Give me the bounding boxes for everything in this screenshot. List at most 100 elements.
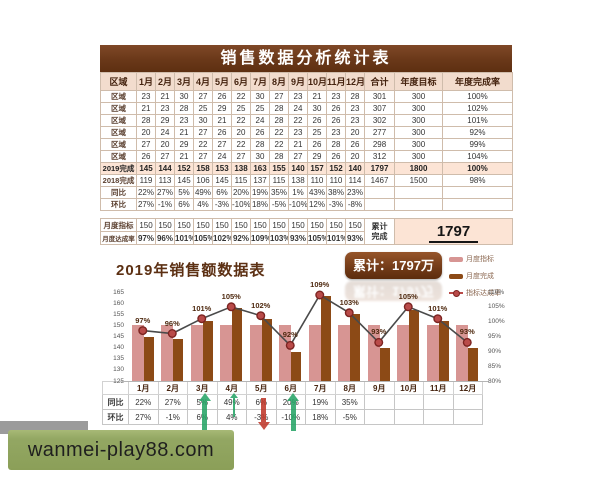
month-value-cell[interactable]: 35% — [269, 186, 289, 199]
month-value-cell[interactable]: 103% — [269, 231, 289, 245]
row-label[interactable]: 区域 — [100, 126, 137, 139]
target-cell[interactable]: 300 — [394, 138, 443, 151]
month-value-cell[interactable]: 21 — [174, 150, 194, 163]
month-value-cell[interactable]: 155 — [269, 162, 289, 175]
comparison-cell[interactable]: 35% — [334, 394, 365, 410]
month-value-cell[interactable]: 29 — [212, 102, 232, 115]
x-axis-label[interactable]: 2月 — [157, 381, 188, 395]
month-value-cell[interactable]: 20 — [345, 126, 365, 139]
month-value-cell[interactable]: 23 — [345, 102, 365, 115]
month-value-cell[interactable]: 150 — [155, 218, 175, 232]
month-value-cell[interactable]: 27 — [212, 138, 232, 151]
comparison-cell[interactable] — [364, 394, 395, 410]
rate-cell[interactable]: 104% — [442, 150, 513, 163]
month-value-cell[interactable]: 140 — [345, 162, 365, 175]
month-value-cell[interactable]: 20% — [231, 186, 251, 199]
month-value-cell[interactable]: 30 — [250, 90, 270, 103]
month-value-cell[interactable]: 23 — [174, 114, 194, 127]
month-value-cell[interactable]: 22 — [269, 138, 289, 151]
month-value-cell[interactable]: 22 — [193, 138, 213, 151]
month-value-cell[interactable]: -10% — [288, 198, 308, 211]
month-value-cell[interactable]: 102% — [212, 231, 232, 245]
column-header[interactable]: 9月 — [288, 72, 308, 91]
month-value-cell[interactable]: 22 — [231, 138, 251, 151]
month-value-cell[interactable]: 93% — [288, 231, 308, 245]
month-value-cell[interactable]: 152 — [174, 162, 194, 175]
month-value-cell[interactable]: 157 — [307, 162, 327, 175]
month-value-cell[interactable]: 20 — [155, 138, 175, 151]
month-value-cell[interactable]: 150 — [136, 218, 156, 232]
row-label[interactable]: 区域 — [100, 150, 137, 163]
month-value-cell[interactable]: 1% — [288, 186, 308, 199]
row-label[interactable]: 区域 — [100, 90, 137, 103]
column-header[interactable]: 7月 — [250, 72, 270, 91]
x-axis-label[interactable]: 11月 — [423, 381, 454, 395]
column-header[interactable]: 2月 — [155, 72, 175, 91]
month-value-cell[interactable]: 29 — [307, 150, 327, 163]
month-value-cell[interactable]: 144 — [155, 162, 175, 175]
total-cell[interactable]: 301 — [364, 90, 395, 103]
month-value-cell[interactable]: 24 — [212, 150, 232, 163]
month-value-cell[interactable]: 27 — [193, 150, 213, 163]
comparison-cell[interactable]: 22% — [128, 394, 159, 410]
month-value-cell[interactable]: 150 — [288, 218, 308, 232]
month-value-cell[interactable]: 26 — [212, 126, 232, 139]
x-axis-label[interactable]: 8月 — [334, 381, 365, 395]
column-header[interactable]: 10月 — [307, 72, 327, 91]
month-value-cell[interactable]: 24 — [155, 126, 175, 139]
month-value-cell[interactable]: 23% — [345, 186, 365, 199]
month-value-cell[interactable]: 114 — [345, 174, 365, 187]
month-value-cell[interactable]: 145 — [136, 162, 156, 175]
target-cell[interactable]: 300 — [394, 114, 443, 127]
month-value-cell[interactable]: 26 — [345, 138, 365, 151]
month-value-cell[interactable]: 26 — [326, 102, 346, 115]
month-value-cell[interactable]: 28 — [326, 138, 346, 151]
comparison-cell[interactable] — [393, 394, 424, 410]
x-axis-label[interactable]: 1月 — [128, 381, 159, 395]
month-value-cell[interactable]: 101% — [326, 231, 346, 245]
row-label[interactable]: 同比 — [100, 186, 137, 199]
rate-cell[interactable]: 101% — [442, 114, 513, 127]
comparison-cell[interactable]: -5% — [334, 409, 365, 425]
row-label[interactable]: 环比 — [102, 409, 129, 425]
month-value-cell[interactable]: 28 — [269, 114, 289, 127]
cumulative-value-cell[interactable]: 1797 — [394, 218, 513, 245]
month-value-cell[interactable]: 138 — [231, 162, 251, 175]
row-label[interactable]: 区域 — [100, 114, 137, 127]
month-value-cell[interactable]: 163 — [250, 162, 270, 175]
month-value-cell[interactable]: 20 — [345, 150, 365, 163]
column-header[interactable]: 6月 — [231, 72, 251, 91]
month-value-cell[interactable]: 93% — [345, 231, 365, 245]
row-label[interactable]: 区域 — [100, 102, 137, 115]
month-value-cell[interactable]: 109% — [250, 231, 270, 245]
month-value-cell[interactable]: 23 — [326, 126, 346, 139]
x-axis-label[interactable]: 12月 — [452, 381, 483, 395]
month-value-cell[interactable]: 19% — [250, 186, 270, 199]
month-value-cell[interactable]: 23 — [345, 114, 365, 127]
month-value-cell[interactable]: 150 — [231, 218, 251, 232]
month-value-cell[interactable]: 28 — [269, 102, 289, 115]
month-value-cell[interactable]: 22 — [231, 90, 251, 103]
month-value-cell[interactable]: 6% — [174, 198, 194, 211]
month-value-cell[interactable]: 24 — [288, 102, 308, 115]
total-cell[interactable] — [364, 186, 395, 199]
month-value-cell[interactable]: 96% — [155, 231, 175, 245]
month-value-cell[interactable]: 26 — [212, 90, 232, 103]
month-value-cell[interactable]: -5% — [269, 198, 289, 211]
comparison-cell[interactable]: 19% — [305, 394, 336, 410]
month-value-cell[interactable]: 22 — [269, 126, 289, 139]
comparison-cell[interactable] — [364, 409, 395, 425]
month-value-cell[interactable]: 22 — [231, 114, 251, 127]
target-cell[interactable] — [394, 198, 443, 211]
chart-mini-table[interactable]: 1月2月3月4月5月6月7月8月9月10月11月12月同比22%27%5%49%… — [102, 381, 483, 425]
total-cell[interactable] — [364, 198, 395, 211]
month-value-cell[interactable]: 24 — [250, 114, 270, 127]
month-value-cell[interactable]: 27 — [193, 90, 213, 103]
month-value-cell[interactable]: 105% — [193, 231, 213, 245]
row-label[interactable]: 月度指标 — [100, 218, 137, 232]
comparison-cell[interactable] — [423, 394, 454, 410]
month-value-cell[interactable]: 27 — [231, 150, 251, 163]
month-value-cell[interactable]: 158 — [193, 162, 213, 175]
month-value-cell[interactable]: 150 — [269, 218, 289, 232]
month-value-cell[interactable]: 25 — [193, 102, 213, 115]
